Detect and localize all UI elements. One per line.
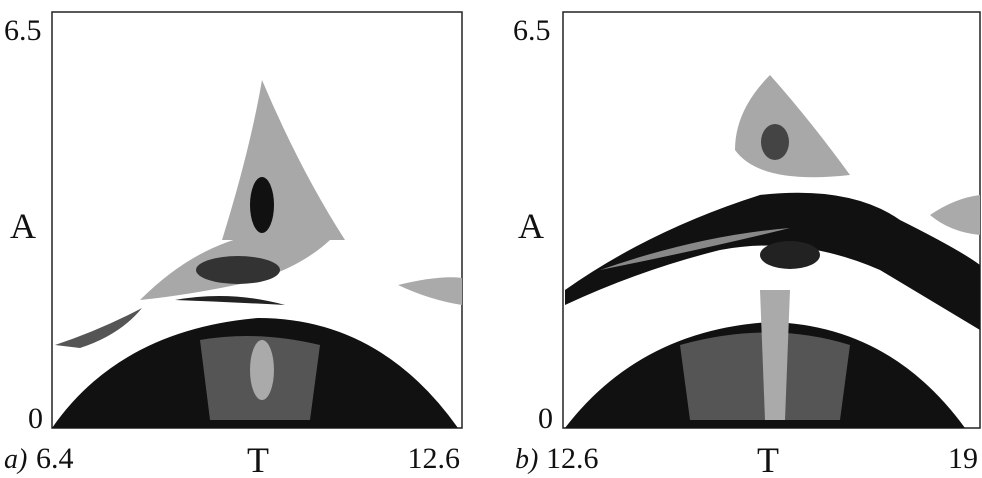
- region: [250, 177, 274, 233]
- region: [760, 290, 790, 420]
- x-min: 12.6: [546, 442, 599, 475]
- y-min: 0: [538, 402, 553, 435]
- panel-b: 6.5 A 0 b) 12.6 T 19: [513, 12, 980, 478]
- panel-label: b): [515, 444, 538, 475]
- y-max: 6.5: [4, 14, 42, 47]
- x-label: T: [757, 440, 779, 478]
- panel-label: a): [4, 444, 27, 475]
- y-max: 6.5: [513, 14, 551, 47]
- region: [761, 124, 789, 160]
- figure: 6.5 A 0 a) 6.4 T 12.6 6.5 A 0 b) 12.6 T …: [0, 0, 982, 478]
- y-min: 0: [28, 402, 43, 435]
- x-label: T: [247, 440, 269, 478]
- region: [250, 340, 274, 400]
- region: [760, 241, 820, 269]
- x-max: 12.6: [408, 442, 461, 475]
- region: [196, 256, 280, 284]
- y-label: A: [10, 206, 36, 246]
- x-max: 19: [948, 442, 978, 475]
- y-label: A: [518, 206, 544, 246]
- x-min: 6.4: [36, 442, 74, 475]
- panel-a: 6.5 A 0 a) 6.4 T 12.6: [4, 12, 462, 478]
